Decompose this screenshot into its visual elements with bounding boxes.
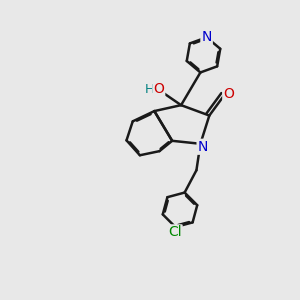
Text: N: N — [201, 30, 212, 44]
Text: N: N — [198, 140, 208, 154]
Text: O: O — [223, 87, 234, 101]
Text: H: H — [145, 83, 154, 96]
Text: O: O — [153, 82, 164, 96]
Text: Cl: Cl — [168, 225, 182, 239]
